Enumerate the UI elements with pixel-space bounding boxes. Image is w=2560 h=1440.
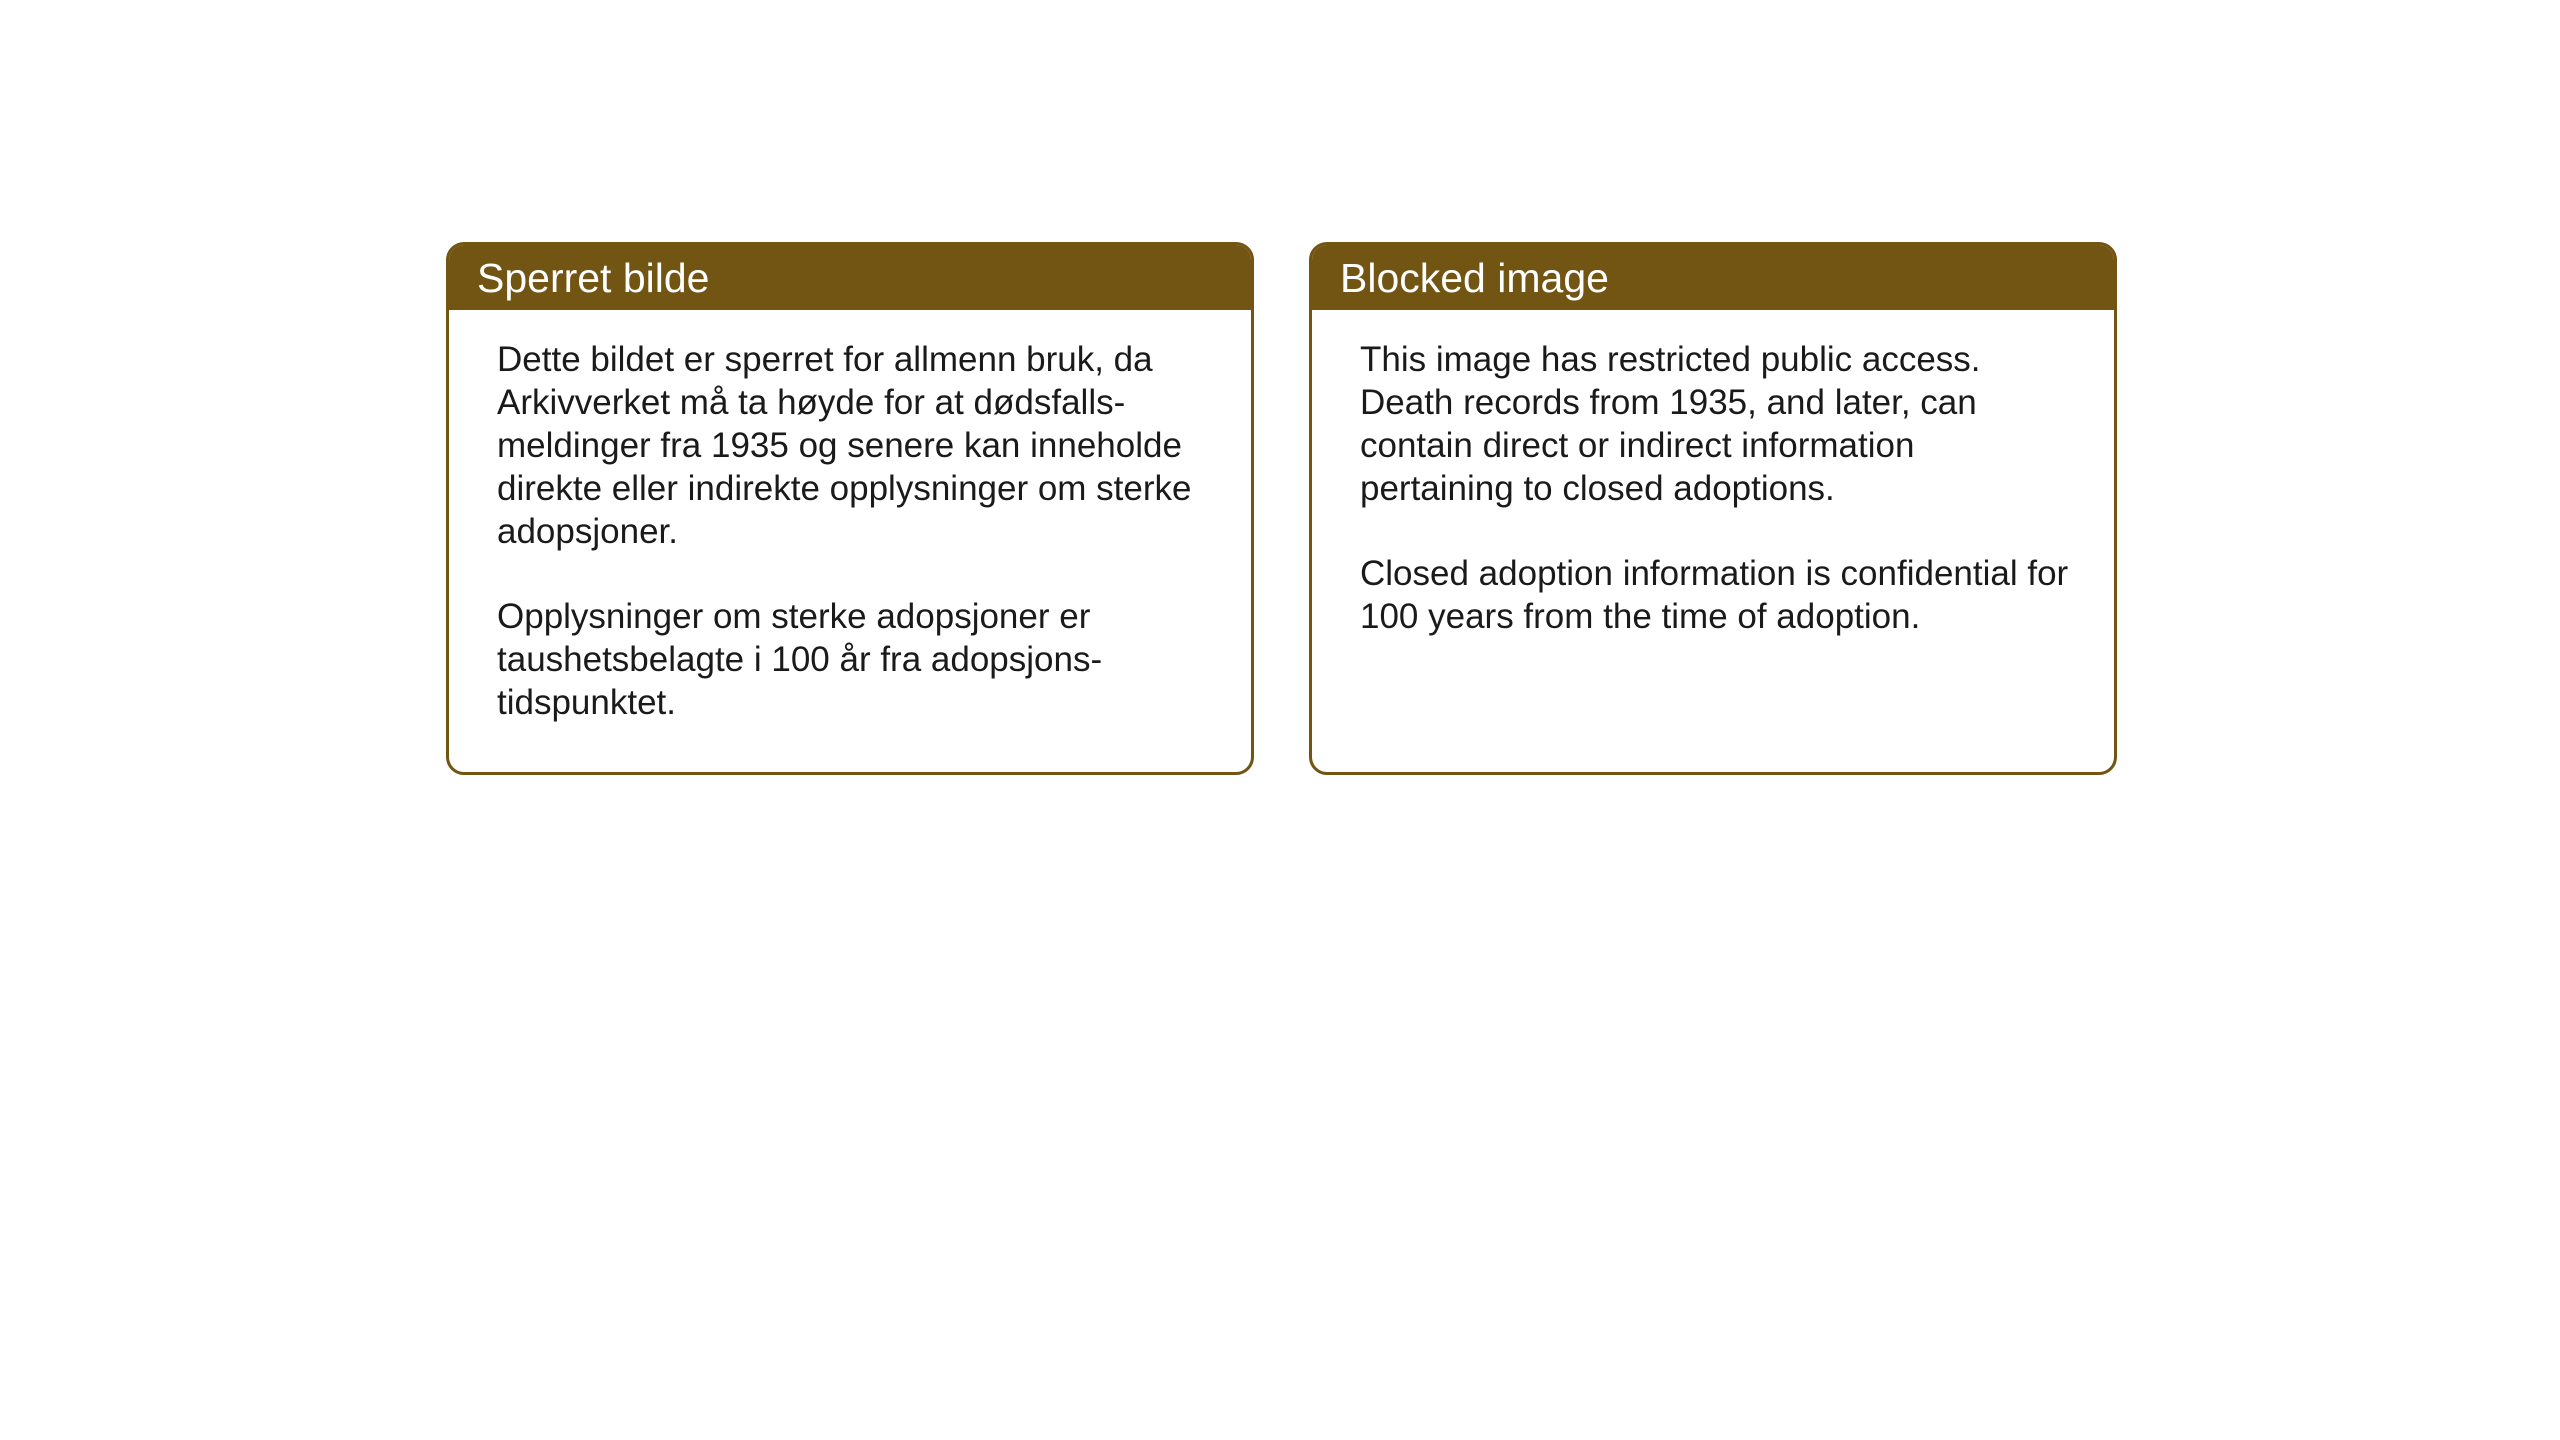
notice-card-english: Blocked image This image has restricted … (1309, 242, 2117, 775)
card-paragraph-1-english: This image has restricted public access.… (1360, 338, 2072, 510)
card-body-norwegian: Dette bildet er sperret for allmenn bruk… (449, 310, 1251, 772)
card-paragraph-2-english: Closed adoption information is confident… (1360, 552, 2072, 638)
card-title-english: Blocked image (1340, 255, 1609, 301)
card-body-english: This image has restricted public access.… (1312, 310, 2114, 686)
card-header-english: Blocked image (1312, 245, 2114, 310)
card-paragraph-2-norwegian: Opplysninger om sterke adopsjoner er tau… (497, 595, 1209, 724)
notice-card-norwegian: Sperret bilde Dette bildet er sperret fo… (446, 242, 1254, 775)
card-header-norwegian: Sperret bilde (449, 245, 1251, 310)
card-title-norwegian: Sperret bilde (477, 255, 709, 301)
notice-container: Sperret bilde Dette bildet er sperret fo… (446, 242, 2117, 775)
card-paragraph-1-norwegian: Dette bildet er sperret for allmenn bruk… (497, 338, 1209, 553)
